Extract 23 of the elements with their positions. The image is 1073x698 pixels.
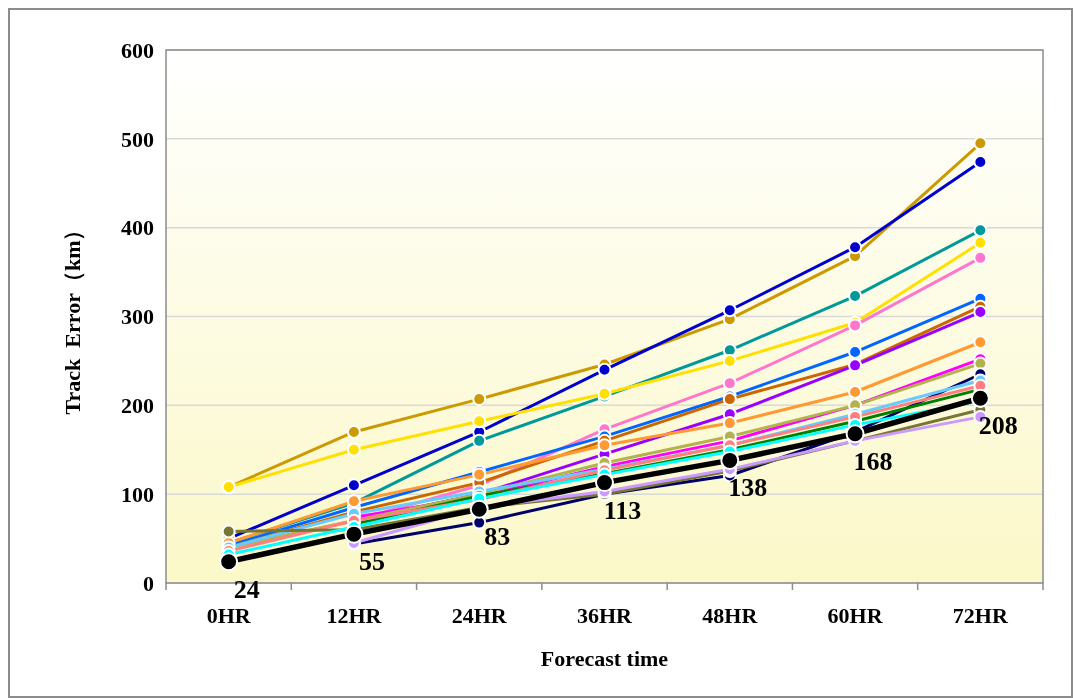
data-label: 83 [484, 522, 511, 552]
x-tick-label: 12HR [326, 603, 383, 628]
y-tick-label: 0 [143, 570, 154, 596]
x-tick-label: 24HR [451, 603, 508, 628]
data-label: 208 [978, 411, 1018, 441]
data-label: 55 [358, 547, 385, 577]
data-label: 113 [603, 495, 642, 525]
x-tick-label: 60HR [827, 603, 884, 628]
x-tick-label: 0HR [206, 603, 252, 628]
y-tick-label: 600 [121, 37, 154, 63]
y-tick-label: 200 [121, 393, 154, 419]
y-tick-label: 300 [121, 304, 154, 330]
y-tick-label: 400 [121, 215, 154, 241]
y-tick-label: 100 [121, 481, 154, 507]
y-tick-label: 500 [121, 126, 154, 152]
x-tick-label: 36HR [577, 603, 634, 628]
data-label: 168 [853, 446, 893, 476]
x-tick-label: 72HR [952, 603, 1009, 628]
x-tick-label: 48HR [702, 603, 759, 628]
data-label: 138 [728, 473, 768, 503]
data-label: 24 [233, 574, 260, 604]
x-axis-title: Forecast time [540, 646, 669, 671]
y-axis-title: Track Error（km） [60, 218, 85, 415]
